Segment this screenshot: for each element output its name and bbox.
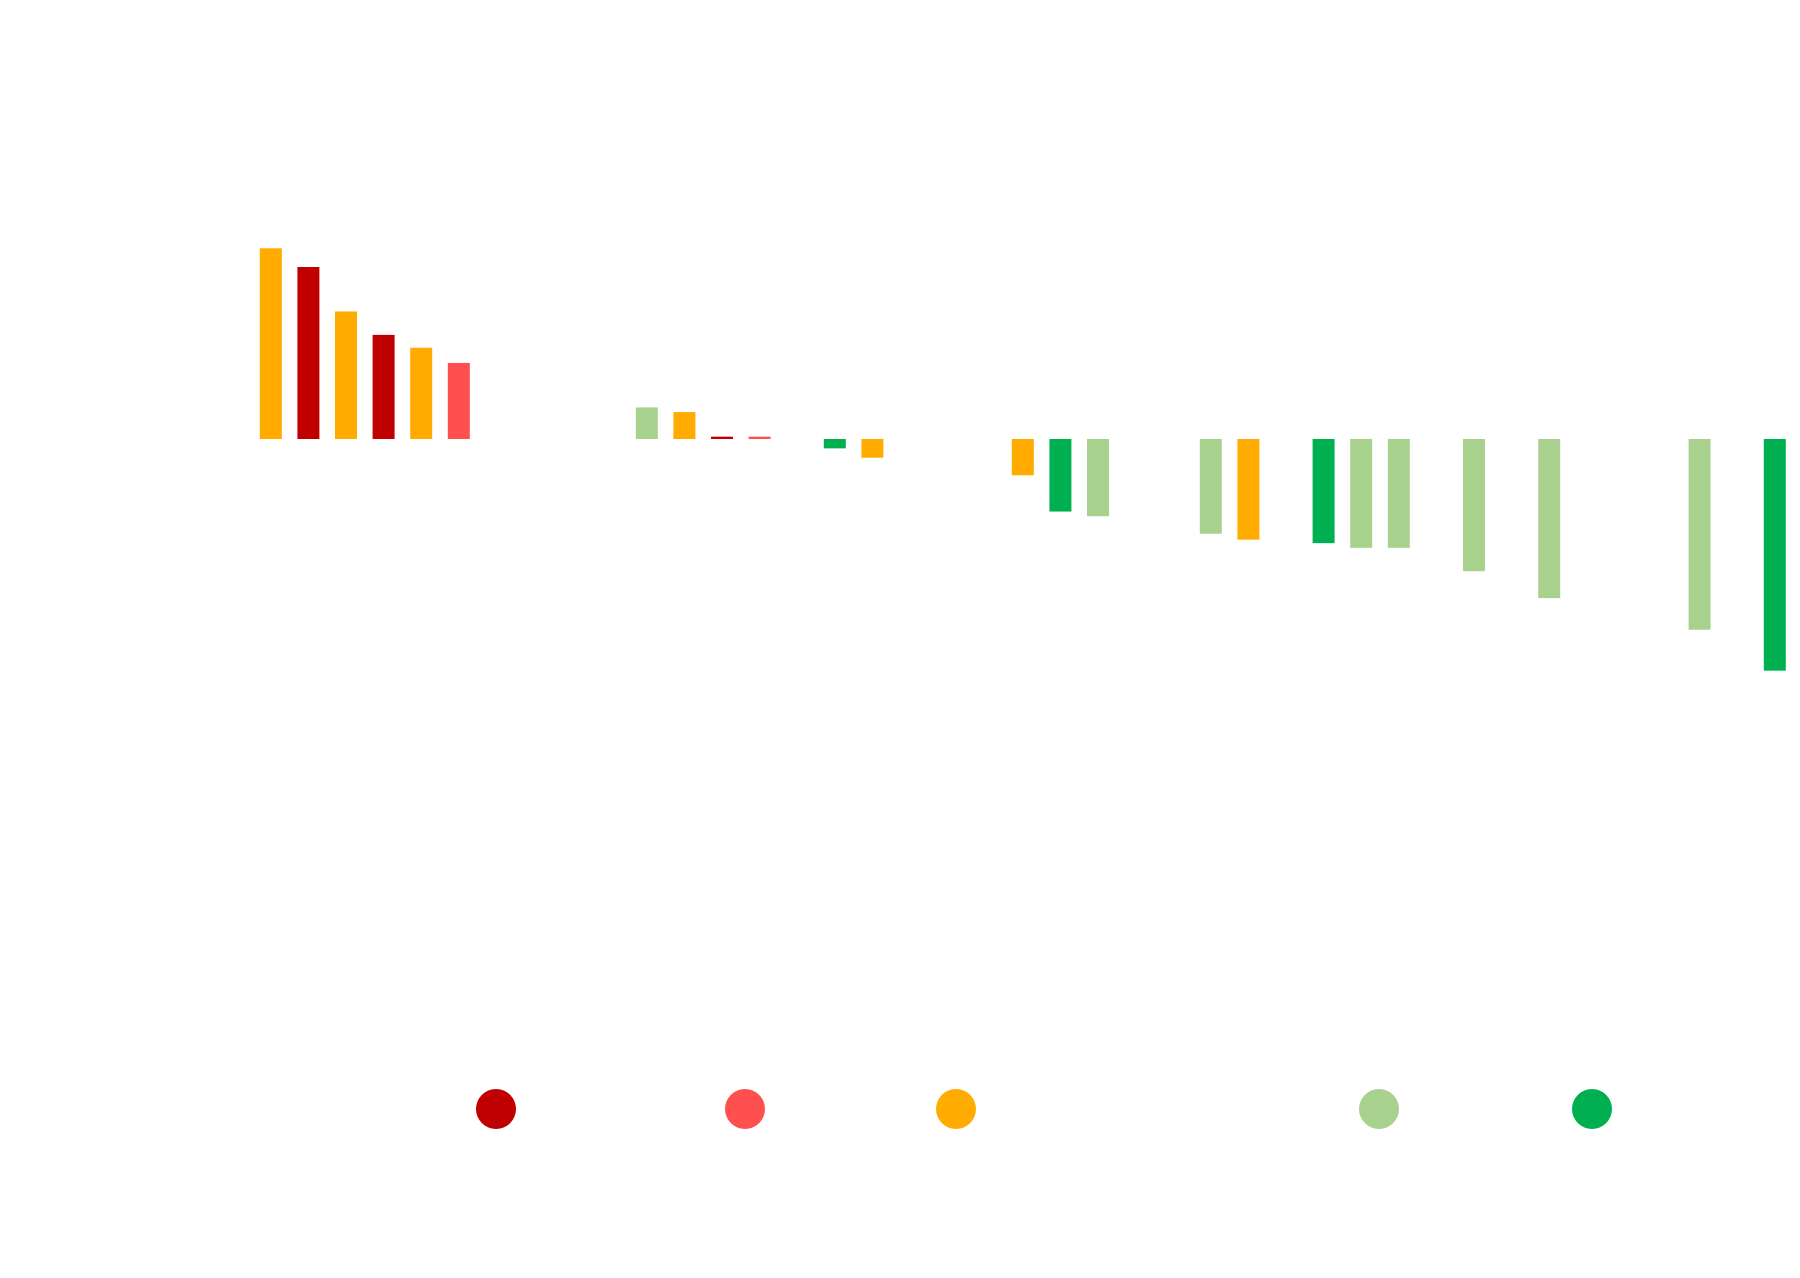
bar xyxy=(1387,439,1410,548)
bar xyxy=(1049,439,1072,512)
bar xyxy=(635,407,658,439)
bar xyxy=(1199,439,1222,534)
bar xyxy=(823,439,846,449)
legend-marker xyxy=(936,1089,976,1129)
bar xyxy=(1237,439,1260,540)
bar xyxy=(1688,439,1711,630)
bar xyxy=(861,439,884,458)
legend-marker xyxy=(476,1089,516,1129)
bar xyxy=(297,267,320,439)
bar xyxy=(259,248,282,439)
bar xyxy=(1087,439,1109,517)
bar xyxy=(372,334,395,439)
legend-marker xyxy=(1359,1089,1399,1129)
bar xyxy=(1463,439,1485,572)
bar xyxy=(447,362,470,439)
legend-marker xyxy=(1572,1089,1612,1129)
bar xyxy=(1011,439,1034,476)
bar xyxy=(1538,439,1561,599)
bar xyxy=(410,347,433,439)
bar xyxy=(1763,439,1786,671)
bar xyxy=(748,436,771,439)
bar xyxy=(1350,439,1373,548)
legend-marker xyxy=(725,1089,765,1129)
bar xyxy=(1312,439,1335,544)
bar xyxy=(711,436,733,439)
bar xyxy=(673,412,696,439)
bar xyxy=(335,311,357,439)
